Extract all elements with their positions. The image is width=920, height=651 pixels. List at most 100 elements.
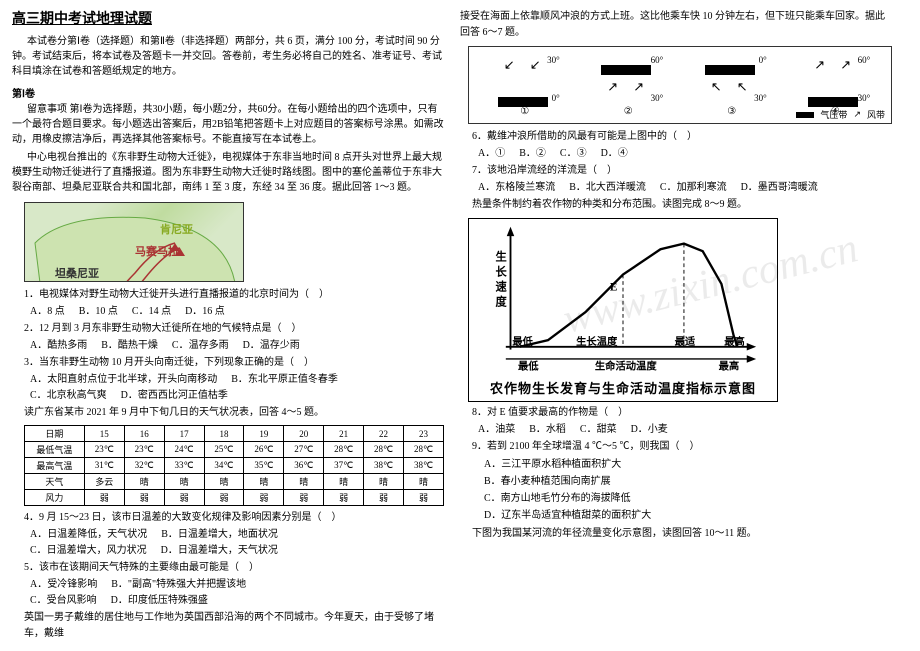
table-cell: 晴 [124, 474, 164, 490]
table-header-cell: 19 [244, 426, 284, 442]
svg-text:最低: 最低 [512, 335, 533, 348]
option: C．北京秋高气爽 [30, 388, 107, 404]
wind-arrow-icon: ↗ [607, 79, 618, 95]
option: D．小麦 [631, 422, 668, 438]
wind-arrow-icon: ↗ [633, 79, 644, 95]
option: B．② [519, 146, 546, 162]
question-8: 8．对 E 值要求最高的作物是（ ） [472, 405, 892, 421]
option: A．东格陵兰寒流 [478, 180, 555, 196]
option: D．④ [601, 146, 628, 162]
table-cell: 晴 [364, 474, 404, 490]
table-cell: 33℃ [164, 458, 204, 474]
option: C．南方山地毛竹分布的海拔降低 [484, 491, 892, 507]
wind-belt-diagram: 30°0°↙↙①60°30°↗↗②0°30°↖↖③60°30°↗↗④ 气压带 ↗… [468, 46, 892, 124]
q2-options: A．酷热多雨B．酷热干燥C．温存多雨D．温存少雨 [30, 338, 444, 354]
q6-options: A．① B．② C．③ D．④ [478, 146, 892, 162]
wind-cell: 30°0°↙↙① [490, 55, 560, 115]
table-cell: 最低气温 [25, 442, 85, 458]
table-cell: 晴 [403, 474, 443, 490]
q1-options: A．8 点B．10 点C．14 点D．16 点 [30, 304, 444, 320]
question-6: 6．戴维冲浪所借助的风最有可能是上图中的（ ） [472, 129, 892, 145]
table-header-cell: 23 [403, 426, 443, 442]
option: C．加那利寒流 [660, 180, 727, 196]
option: A．8 点 [30, 304, 65, 320]
table-cell: 弱 [124, 490, 164, 506]
wind-legend: 气压带 ↗ 风带 [796, 108, 885, 121]
table-header-cell: 15 [84, 426, 124, 442]
svg-text:最适: 最适 [675, 335, 696, 348]
exam-intro: 本试卷分第Ⅰ卷（选择题）和第Ⅱ卷（非选择题）两部分，共 6 页，满分 100 分… [12, 34, 444, 79]
option: A．① [478, 146, 505, 162]
option: D．日温差增大，天气状况 [161, 543, 278, 559]
table-cell: 多云 [84, 474, 124, 490]
option: A．油菜 [478, 422, 515, 438]
option: D．16 点 [185, 304, 225, 320]
question-3: 3．当东非野生动物 10 月开头向南迁徙，下列现象正确的是（ ） [24, 355, 444, 371]
map-label: 肯尼亚 [160, 221, 193, 237]
table-cell: 弱 [164, 490, 204, 506]
map-label: 坦桑尼亚 [55, 265, 99, 281]
table-cell: 风力 [25, 490, 85, 506]
table-cell: 38℃ [403, 458, 443, 474]
option: B．日温差增大，地面状况 [161, 527, 278, 543]
table-cell: 35℃ [244, 458, 284, 474]
passage-6-intro: 英国一男子戴维的居住地与工作地为英国西部沿海的两个不同城市。今年夏天，由于受够了… [24, 610, 444, 642]
wind-cell: 60°30°↗↗② [593, 55, 663, 115]
q3-options-row2: C．北京秋高气爽 D．密西西比河正值枯季 [30, 388, 444, 404]
lat-label: 30° [651, 93, 664, 103]
growth-chart: 生长速度E最低生长温度最适最高最低生命活动温度最高 农作物生长发育与生命活动温度… [468, 218, 778, 402]
table-cell: 28℃ [324, 442, 364, 458]
wind-arrow-icon: ↗ [814, 57, 825, 73]
option: B．春小麦种植范围向南扩展 [484, 474, 892, 490]
table-header-cell: 17 [164, 426, 204, 442]
option: B．水稻 [529, 422, 566, 438]
option: B．酷热干燥 [101, 338, 158, 354]
option: C．温存多雨 [172, 338, 229, 354]
question-9: 9．若到 2100 年全球增温 4 ℃～5 ℃，则我国（ ） [472, 439, 892, 455]
option: A．三江平原水稻种植面积扩大 [484, 457, 892, 473]
wind-cell: 0°30°↖↖③ [697, 55, 767, 115]
left-column: 高三期中考试地理试题 本试卷分第Ⅰ卷（选择题）和第Ⅱ卷（非选择题）两部分，共 6… [12, 8, 444, 643]
option: D．密西西比河正值枯季 [121, 388, 228, 404]
table-cell: 晴 [324, 474, 364, 490]
option: A．太阳直射点位于北半球，开头向南移动 [30, 372, 217, 388]
question-7: 7．该地沿岸流经的洋流是（ ） [472, 163, 892, 179]
option: C．③ [560, 146, 587, 162]
table-header-cell: 22 [364, 426, 404, 442]
wind-arrow-icon: ↖ [737, 79, 748, 95]
table-header-cell: 20 [284, 426, 324, 442]
wind-arrow-icon: ↗ [840, 57, 851, 73]
map-label: 马赛马拉 [135, 243, 179, 259]
option: D．辽东半岛适宜种植甜菜的面积扩大 [484, 508, 892, 524]
table-header-cell: 21 [324, 426, 364, 442]
table-cell: 26℃ [244, 442, 284, 458]
svg-text:生命活动温度: 生命活动温度 [595, 359, 657, 372]
table-intro: 读广东省某市 2021 年 9 月中下旬几日的天气状况表，回答 4～5 题。 [24, 405, 444, 421]
migration-map: 肯尼亚坦桑尼亚塞伦盖蒂恩戈罗马赛马拉 [24, 202, 244, 282]
table-cell: 37℃ [324, 458, 364, 474]
wind-arrow-icon: ↙ [504, 57, 515, 73]
option: B．10 点 [79, 304, 118, 320]
table-cell: 弱 [364, 490, 404, 506]
question-2: 2．12 月到 3 月东非野生动物大迁徙所在地的气候特点是（ ） [24, 321, 444, 337]
q8-options: A．油菜B．水稻C．甜菜D．小麦 [478, 422, 892, 438]
pressure-bar [705, 65, 755, 75]
q3-options-row1: A．太阳直射点位于北半球，开头向南移动B．东北平原正值冬春季 [30, 372, 444, 388]
table-cell: 晴 [284, 474, 324, 490]
option: A．受冷锋影响 [30, 577, 97, 593]
q4-options-row2: C．日温差增大，风力状况D．日温差增大，天气状况 [30, 543, 444, 559]
table-header-cell: 18 [204, 426, 244, 442]
q7-options: A．东格陵兰寒流B．北大西洋暖流C．加那利寒流D．墨西哥湾暖流 [478, 180, 892, 196]
wind-arrow-icon: ↖ [711, 79, 722, 95]
option: C．受台风影响 [30, 593, 97, 609]
lat-label: 60° [651, 55, 664, 65]
legend-wind: 风带 [867, 108, 885, 121]
table-cell: 32℃ [124, 458, 164, 474]
table-cell: 弱 [284, 490, 324, 506]
option: B．北大西洋暖流 [569, 180, 646, 196]
legend-pressure: 气压带 [820, 108, 847, 121]
lat-label: 30° [547, 55, 560, 65]
svg-text:E: E [610, 282, 618, 294]
growth-svg: 生长速度E最低生长温度最适最高最低生命活动温度最高 [473, 223, 773, 373]
option: A．酷热多雨 [30, 338, 87, 354]
